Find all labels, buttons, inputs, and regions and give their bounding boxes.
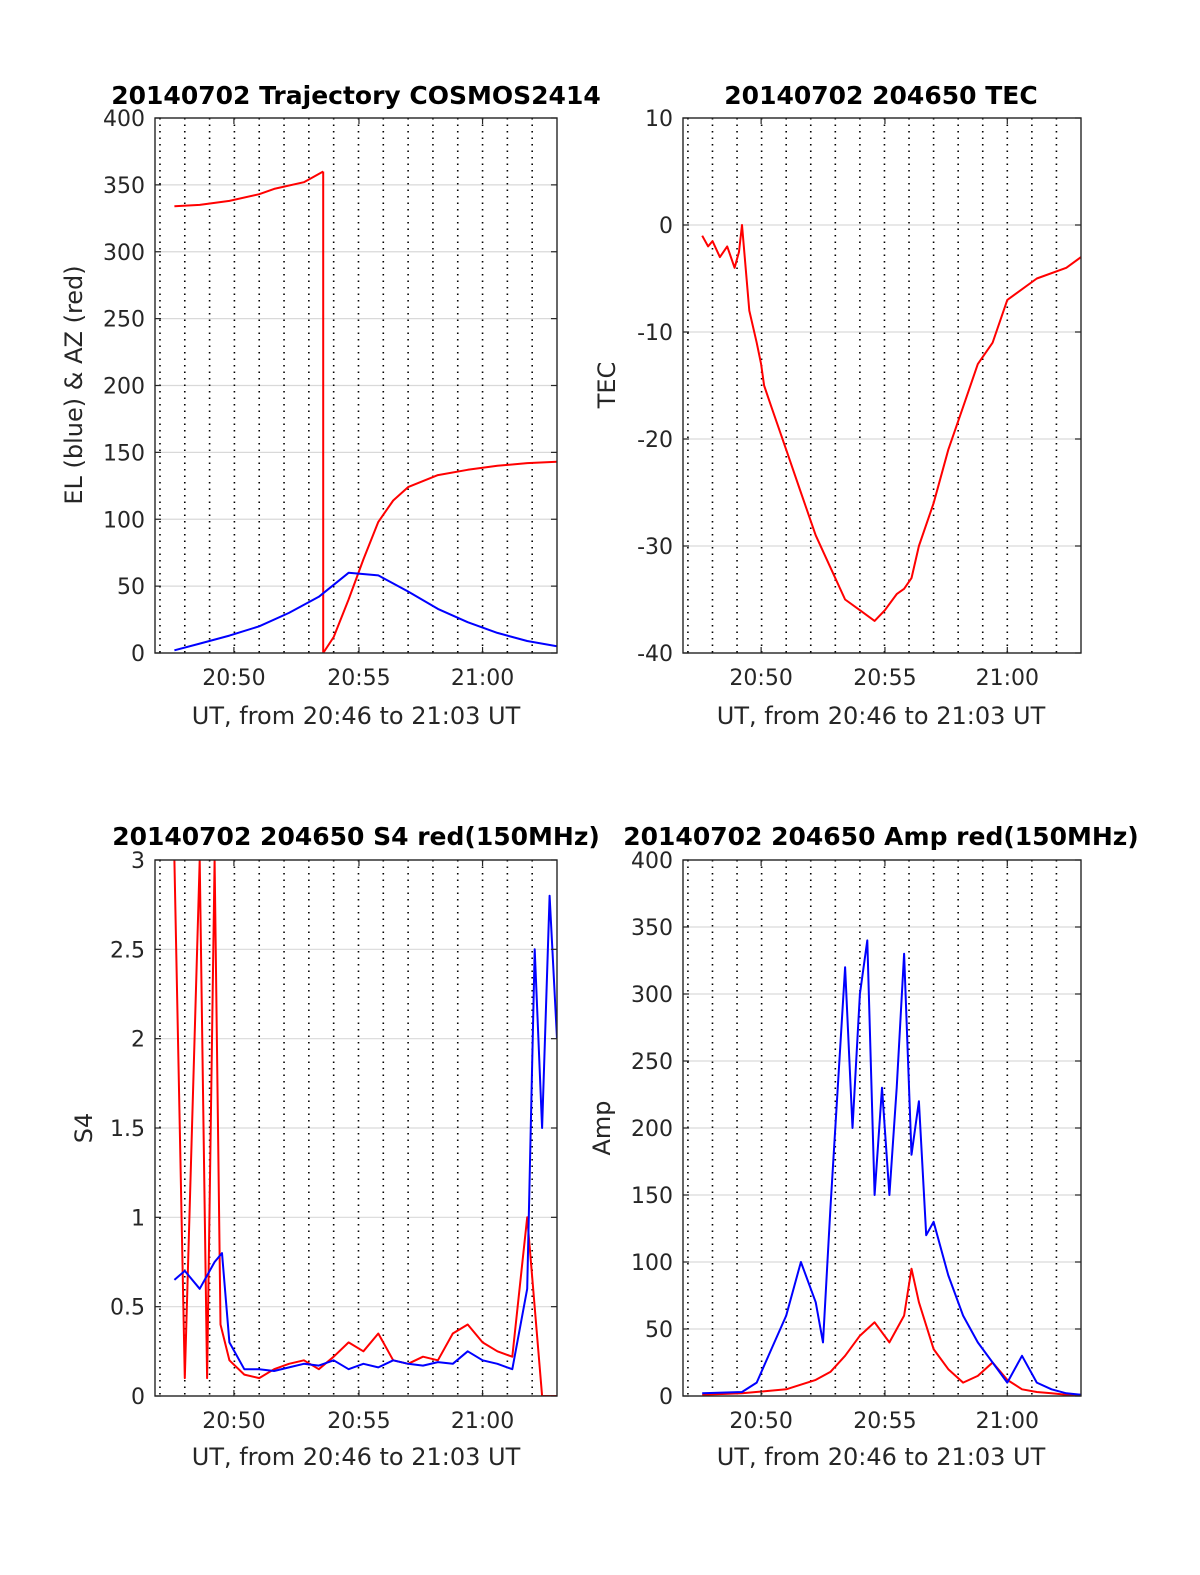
series-line [173, 894, 557, 1372]
y-tick-label: 1.5 [110, 1117, 145, 1142]
y-axis-label: Amp [588, 1100, 616, 1155]
trajectory-panel: 20140702 Trajectory COSMOS2414 UT, from … [60, 81, 601, 730]
x-tick-label: 20:55 [327, 1409, 390, 1434]
y-tick-label: -30 [637, 535, 673, 560]
s4-panel: 20140702 204650 S4 red(150MHz) UT, from … [70, 822, 600, 1471]
x-axis-label: UT, from 20:46 to 21:03 UT [192, 1443, 521, 1471]
y-tick-label: 0 [131, 1385, 145, 1410]
x-axis-label: UT, from 20:46 to 21:03 UT [717, 702, 1046, 730]
y-axis-label: S4 [70, 1113, 98, 1144]
y-tick-label: -10 [637, 321, 673, 346]
y-tick-label: 0 [659, 1385, 673, 1410]
y-tick-label: 150 [103, 441, 145, 466]
series-line [701, 224, 1081, 622]
x-tick-label: 21:00 [976, 666, 1039, 691]
series-line [702, 1267, 1081, 1396]
y-tick-label: 350 [631, 916, 673, 941]
y-tick-label: 350 [103, 174, 145, 199]
chart-title: 20140702 204650 TEC [724, 81, 1037, 110]
y-tick-label: 3 [131, 849, 145, 874]
axes-frame [682, 117, 1082, 654]
tec-panel: 20140702 204650 TEC UT, from 20:46 to 21… [593, 81, 1082, 730]
y-tick-label: 200 [631, 1117, 673, 1142]
y-tick-label: -40 [637, 642, 673, 667]
y-tick-label: 300 [631, 983, 673, 1008]
y-axis-label: EL (blue) & AZ (red) [60, 265, 88, 504]
series-line [702, 939, 1081, 1396]
y-tick-label: 250 [103, 308, 145, 333]
x-tick-label: 20:55 [853, 666, 916, 691]
y-tick-label: 100 [103, 508, 145, 533]
series-line [322, 460, 557, 653]
x-tick-label: 20:50 [729, 666, 792, 691]
amp-panel: 20140702 204650 Amp red(150MHz) UT, from… [588, 822, 1139, 1471]
series-line [173, 860, 557, 1396]
x-tick-label: 20:55 [327, 666, 390, 691]
x-tick-label: 20:50 [729, 1409, 792, 1434]
x-tick-label: 20:55 [853, 1409, 916, 1434]
y-tick-label: 0 [659, 214, 673, 239]
y-tick-label: 300 [103, 241, 145, 266]
series-line [174, 571, 557, 652]
y-tick-label: -20 [637, 428, 673, 453]
x-tick-label: 21:00 [976, 1409, 1039, 1434]
y-tick-label: 50 [117, 575, 145, 600]
y-tick-label: 200 [103, 375, 145, 400]
y-tick-label: 400 [631, 849, 673, 874]
chart-title: 20140702 204650 S4 red(150MHz) [112, 822, 600, 851]
x-axis-label: UT, from 20:46 to 21:03 UT [717, 1443, 1046, 1471]
chart-title: 20140702 204650 Amp red(150MHz) [623, 822, 1139, 851]
y-tick-label: 0.5 [110, 1296, 145, 1321]
y-tick-label: 50 [645, 1318, 673, 1343]
y-tick-label: 0 [131, 642, 145, 667]
x-axis-label: UT, from 20:46 to 21:03 UT [192, 702, 521, 730]
x-tick-label: 20:50 [202, 666, 265, 691]
y-tick-label: 150 [631, 1184, 673, 1209]
y-tick-label: 2.5 [110, 938, 145, 963]
x-tick-label: 21:00 [451, 1409, 514, 1434]
x-tick-label: 21:00 [451, 666, 514, 691]
y-tick-label: 400 [103, 107, 145, 132]
y-tick-label: 100 [631, 1251, 673, 1276]
y-tick-label: 250 [631, 1050, 673, 1075]
x-tick-label: 20:50 [202, 1409, 265, 1434]
y-axis-label: TEC [593, 362, 621, 410]
y-tick-label: 1 [131, 1206, 145, 1231]
y-tick-label: 2 [131, 1028, 145, 1053]
chart-title: 20140702 Trajectory COSMOS2414 [111, 81, 601, 110]
y-tick-label: 10 [645, 107, 673, 132]
series-line [174, 170, 324, 208]
